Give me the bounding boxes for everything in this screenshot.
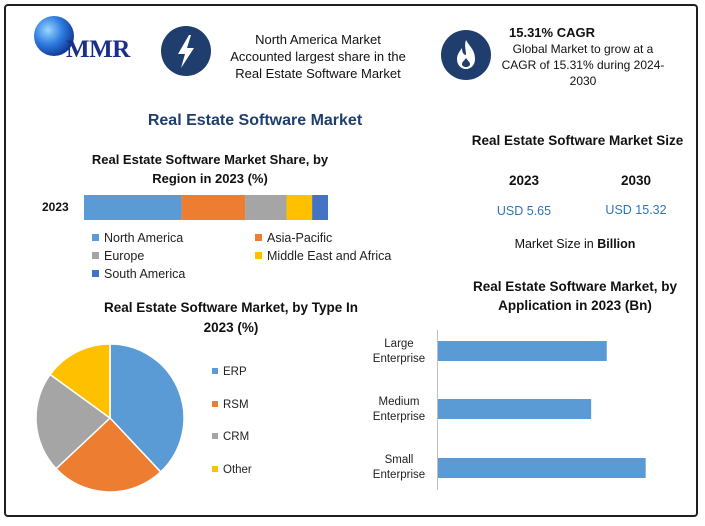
globe-logo-icon xyxy=(34,16,74,56)
app-bar-medium-enterprise xyxy=(438,399,592,419)
region-bar-segment-asia-pacific xyxy=(181,195,246,220)
application-chart-title: Real Estate Software Market, by Applicat… xyxy=(472,279,678,313)
app-label-large: Large Enterprise xyxy=(372,338,426,365)
pie-slice-crm xyxy=(35,373,112,470)
app-bar-large-enterprise xyxy=(438,341,607,361)
flame-icon xyxy=(441,30,491,80)
cagr-title: 15.31% CAGR xyxy=(509,25,595,40)
legend-south-america: South America xyxy=(92,267,185,281)
region-bar-segment-north-america xyxy=(84,195,182,220)
region-stacked-bar xyxy=(84,195,328,220)
market-size-value-2030: USD 15.32 xyxy=(605,203,667,217)
app-bar-small-enterprise xyxy=(438,458,646,478)
pie-slice-erp xyxy=(109,343,185,474)
app-label-medium: Medium Enterprise xyxy=(372,396,426,423)
pie-legend-other: Other xyxy=(212,464,252,476)
main-title: Real Estate Software Market xyxy=(147,112,363,129)
type-pie-chart xyxy=(35,343,185,493)
cagr-text: Global Market to grow at a CAGR of 15.31… xyxy=(501,42,665,88)
pie-slice-other xyxy=(49,343,111,420)
region-chart-title: Real Estate Software Market Share, by Re… xyxy=(91,152,329,186)
info-north-america-text: North America Market Accounted largest s… xyxy=(230,32,406,81)
lightning-icon xyxy=(161,26,211,76)
legend-asia-pacific: Asia-Pacific xyxy=(255,231,332,245)
pie-legend-rsm: RSM xyxy=(212,399,249,411)
region-bar-segment-middle-east-africa xyxy=(286,195,313,220)
app-label-small: Small Enterprise xyxy=(372,454,426,481)
legend-europe: Europe xyxy=(92,249,144,263)
region-bar-segment-europe xyxy=(245,195,287,220)
application-bar-chart xyxy=(437,330,646,490)
pie-slice-rsm xyxy=(54,416,162,493)
legend-middle-east-africa: Middle East and Africa xyxy=(255,249,391,263)
pie-legend-erp: ERP xyxy=(212,366,247,378)
market-size-title: Real Estate Software Market Size xyxy=(471,133,684,148)
market-size-year-2030: 2030 xyxy=(620,173,652,188)
pie-legend-crm: CRM xyxy=(212,431,249,443)
market-size-note: Market Size in Billion xyxy=(514,237,636,251)
region-bar-year-label: 2023 xyxy=(42,200,69,214)
logo-text: MMR xyxy=(66,36,130,63)
market-size-year-2023: 2023 xyxy=(508,173,540,188)
legend-north-america: North America xyxy=(92,231,183,245)
type-chart-title: Real Estate Software Market, by Type In … xyxy=(103,300,359,335)
market-size-value-2023: USD 5.65 xyxy=(496,204,552,218)
region-bar-segment-south-america xyxy=(312,195,328,220)
